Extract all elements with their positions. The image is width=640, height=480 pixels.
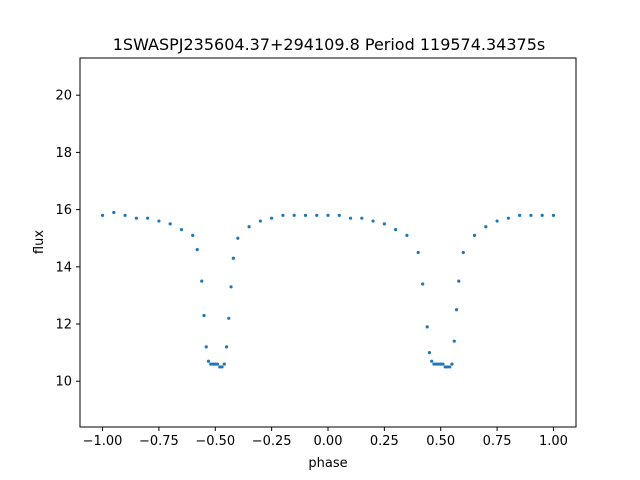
data-point bbox=[443, 365, 447, 369]
data-point bbox=[452, 339, 456, 343]
data-point bbox=[394, 228, 398, 232]
x-tick-label: 0.75 bbox=[483, 434, 512, 449]
y-tick-label: 12 bbox=[55, 318, 72, 333]
data-point bbox=[134, 216, 138, 220]
y-tick-label: 10 bbox=[55, 375, 72, 390]
data-point bbox=[421, 282, 425, 286]
data-point bbox=[168, 222, 172, 226]
data-point bbox=[206, 359, 211, 363]
data-point bbox=[495, 219, 499, 223]
data-point bbox=[461, 250, 465, 255]
data-point bbox=[425, 325, 429, 329]
data-point bbox=[191, 233, 195, 237]
x-tick-label: 1.00 bbox=[539, 434, 568, 449]
x-tick-label: 0.50 bbox=[426, 434, 455, 449]
data-point bbox=[382, 222, 386, 226]
x-tick-label: −1.00 bbox=[83, 434, 123, 449]
y-axis-label: flux bbox=[32, 230, 47, 254]
data-point bbox=[441, 362, 445, 366]
data-point bbox=[529, 213, 533, 217]
data-point bbox=[434, 362, 438, 366]
data-point bbox=[204, 345, 208, 349]
chart-title: 1SWASPJ235604.37+294109.8 Period 119574.… bbox=[113, 35, 545, 54]
data-point bbox=[146, 216, 150, 220]
data-point bbox=[506, 216, 510, 220]
x-tick-label: −0.25 bbox=[252, 434, 292, 449]
data-point bbox=[236, 236, 240, 240]
data-point bbox=[436, 362, 441, 366]
data-point bbox=[457, 279, 461, 283]
data-point bbox=[229, 285, 233, 289]
data-point bbox=[224, 345, 229, 349]
data-point bbox=[540, 213, 544, 217]
data-point bbox=[348, 216, 353, 220]
y-tick-label: 16 bbox=[55, 203, 72, 218]
data-point bbox=[179, 228, 184, 232]
data-point bbox=[202, 313, 206, 318]
data-point bbox=[551, 213, 556, 217]
x-axis-label: phase bbox=[308, 456, 347, 471]
x-tick-label: −0.75 bbox=[139, 434, 179, 449]
data-point bbox=[157, 219, 161, 223]
data-point bbox=[211, 362, 215, 366]
data-point bbox=[281, 213, 285, 217]
data-point bbox=[315, 213, 319, 217]
x-axis-ticks: −1.00 −0.75 −0.50 −0.25 0.00 0.25 0.50 0.75 1.00 bbox=[83, 427, 568, 449]
data-point bbox=[195, 248, 199, 252]
data-point bbox=[448, 365, 452, 369]
data-point bbox=[123, 213, 127, 217]
data-point bbox=[430, 359, 434, 363]
data-point bbox=[371, 219, 375, 223]
data-point bbox=[416, 250, 420, 255]
x-tick-label: −0.50 bbox=[195, 434, 235, 449]
data-point bbox=[220, 365, 224, 369]
data-point bbox=[439, 362, 443, 366]
data-point bbox=[405, 233, 409, 237]
data-point bbox=[222, 362, 226, 366]
data-point bbox=[303, 213, 308, 217]
data-point bbox=[112, 210, 116, 215]
x-tick-label: 0.25 bbox=[370, 434, 399, 449]
data-point bbox=[258, 219, 262, 223]
x-tick-label: 0.00 bbox=[314, 434, 343, 449]
y-tick-label: 20 bbox=[55, 89, 72, 104]
y-axis-ticks: 10 12 14 16 18 20 bbox=[55, 89, 80, 390]
data-point bbox=[454, 308, 459, 312]
data-point bbox=[231, 256, 235, 260]
data-point bbox=[227, 316, 231, 320]
y-tick-label: 18 bbox=[55, 146, 72, 161]
data-point bbox=[484, 225, 488, 229]
data-point bbox=[427, 351, 432, 355]
data-point bbox=[209, 362, 213, 366]
data-point bbox=[292, 213, 296, 217]
y-tick-label: 14 bbox=[55, 260, 72, 275]
data-point bbox=[518, 213, 522, 217]
data-points-layer bbox=[100, 210, 556, 369]
data-point bbox=[100, 213, 105, 217]
data-point bbox=[450, 362, 454, 366]
data-point bbox=[247, 225, 251, 229]
data-point bbox=[360, 216, 364, 220]
data-point bbox=[270, 216, 274, 220]
data-point bbox=[213, 362, 217, 366]
data-point bbox=[432, 362, 436, 366]
data-point bbox=[218, 365, 222, 369]
data-point bbox=[445, 365, 450, 369]
data-point bbox=[472, 233, 477, 237]
data-point bbox=[200, 279, 204, 283]
data-point bbox=[215, 362, 220, 366]
data-point bbox=[326, 213, 330, 217]
data-point bbox=[337, 213, 341, 217]
